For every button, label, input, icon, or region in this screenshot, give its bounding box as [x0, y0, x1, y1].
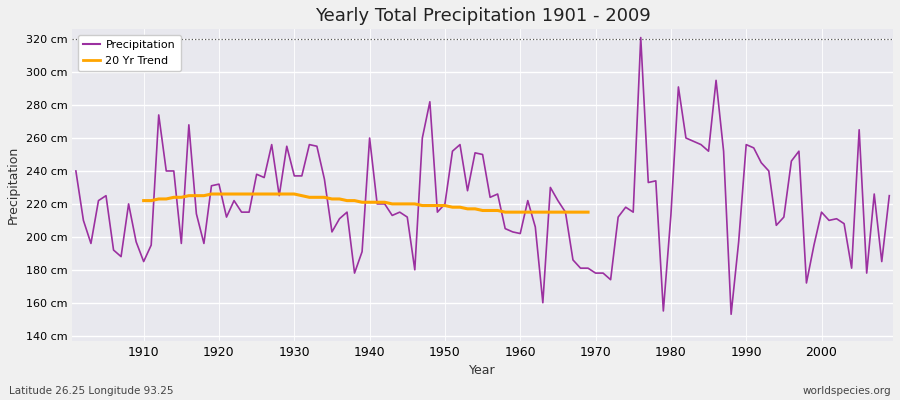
Legend: Precipitation, 20 Yr Trend: Precipitation, 20 Yr Trend [77, 35, 181, 72]
X-axis label: Year: Year [469, 364, 496, 377]
Title: Yearly Total Precipitation 1901 - 2009: Yearly Total Precipitation 1901 - 2009 [315, 7, 651, 25]
Text: worldspecies.org: worldspecies.org [803, 386, 891, 396]
Y-axis label: Precipitation: Precipitation [7, 146, 20, 224]
Text: Latitude 26.25 Longitude 93.25: Latitude 26.25 Longitude 93.25 [9, 386, 174, 396]
